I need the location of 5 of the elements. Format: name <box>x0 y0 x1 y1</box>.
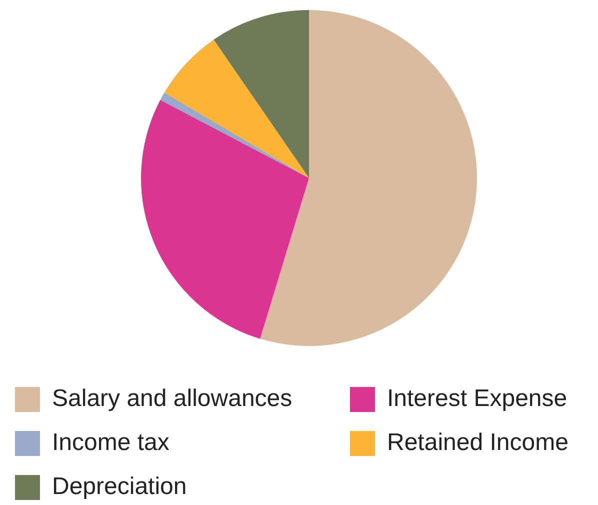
legend-label: Salary and allowances <box>52 385 292 413</box>
legend-label: Interest Expense <box>387 385 568 413</box>
legend-label: Income tax <box>52 429 170 457</box>
legend-label: Depreciation <box>52 473 187 501</box>
legend-label: Retained Income <box>387 429 568 457</box>
